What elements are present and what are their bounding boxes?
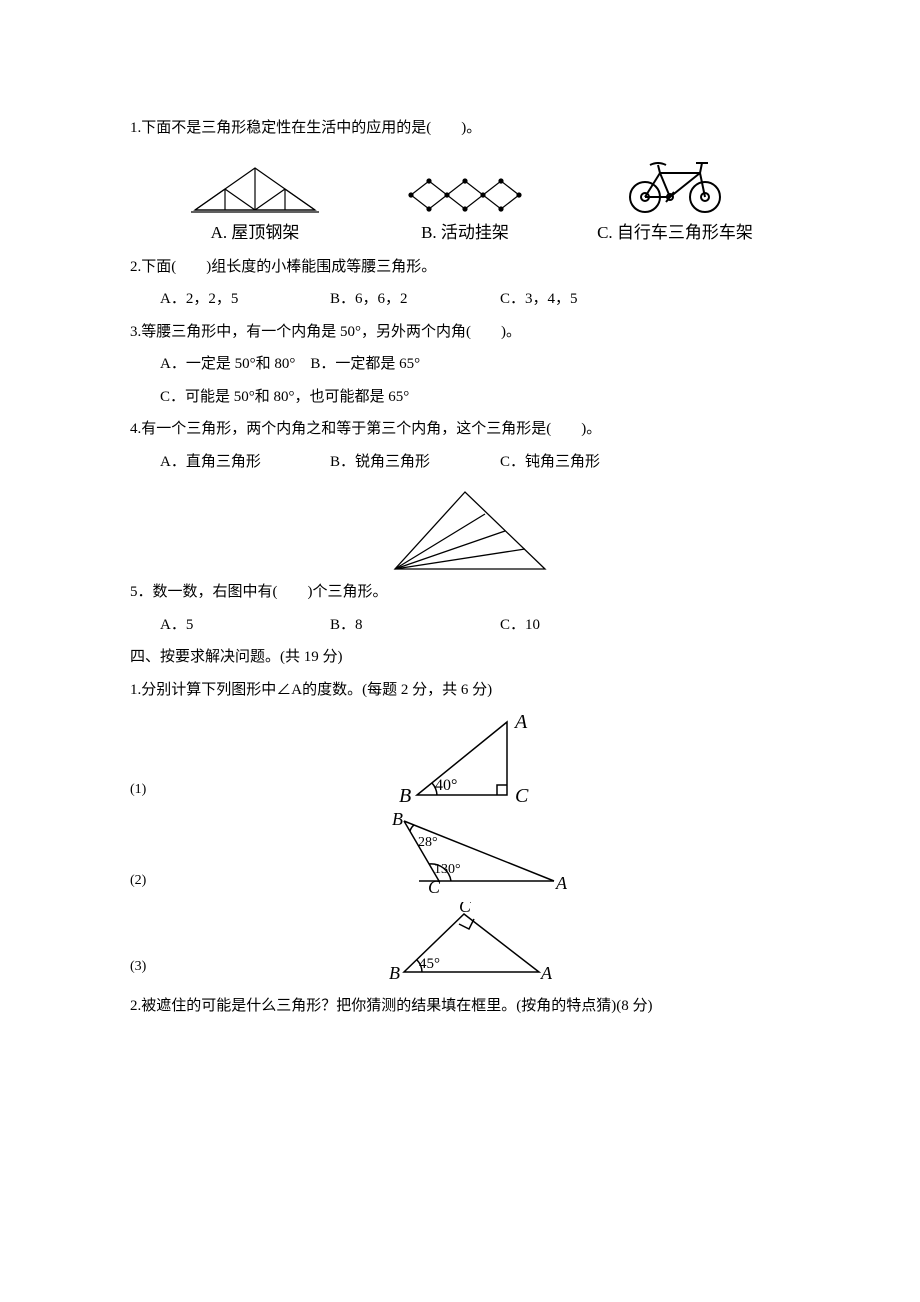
q4-options: A．直角三角形 B．锐角三角形 C．钝角三角形 (130, 448, 800, 477)
fig2-angle2: 130° (434, 862, 461, 877)
bicycle-icon (620, 155, 730, 215)
q5-options: A．5 B．8 C．10 (130, 611, 800, 640)
fig3-label-C: C (459, 902, 472, 916)
page-content: 1.下面不是三角形稳定性在生活中的应用的是( )。 (0, 0, 920, 1085)
exterior-angle-triangle-icon: B C A 28° 130° (374, 811, 574, 896)
q4-text: 4.有一个三角形，两个内角之和等于第三个内角，这个三角形是( )。 (130, 415, 800, 444)
sec4-fig1: (1) A B C 40° (130, 710, 800, 805)
fig1-angle: 40° (435, 777, 457, 794)
roof-truss-icon (185, 160, 325, 215)
q5-figure (140, 484, 800, 574)
q3-line2: C．可能是 50°和 80°，也可能都是 65° (130, 383, 800, 412)
q5-opt-a: A．5 (160, 611, 330, 640)
fig1-label-C: C (515, 785, 529, 805)
q1-caption-b: B. 活动挂架 (360, 217, 570, 249)
q1-images-row (130, 155, 800, 215)
q4-opt-a: A．直角三角形 (160, 448, 330, 477)
q1-caption-a: A. 屋顶钢架 (150, 217, 360, 249)
fig2-label-C: C (428, 877, 441, 896)
sec4-fig3: (3) C B A 45° (130, 902, 800, 982)
q5-opt-b: B．8 (330, 611, 500, 640)
sub-label-3: (3) (130, 954, 148, 983)
q1-captions: A. 屋顶钢架 B. 活动挂架 C. 自行车三角形车架 (130, 217, 800, 249)
sec4-fig2: (2) B C A 28° 130° (130, 811, 800, 896)
fig2-angle1: 28° (418, 835, 438, 850)
q3-text: 3.等腰三角形中，有一个内角是 50°，另外两个内角( )。 (130, 318, 800, 347)
q2-options: A．2，2，5 B．6，6，2 C．3，4，5 (130, 285, 800, 314)
fig1-label-A: A (513, 711, 528, 733)
q2-opt-b: B．6，6，2 (330, 285, 500, 314)
sec4-q2: 2.被遮住的可能是什么三角形？把你猜测的结果填在框里。(按角的特点猜)(8 分) (130, 992, 800, 1021)
q1-image-c (570, 155, 780, 215)
q2-opt-a: A．2，2，5 (160, 285, 330, 314)
fig1-label-B: B (399, 785, 411, 805)
fig2-label-A: A (555, 873, 568, 893)
q1-text: 1.下面不是三角形稳定性在生活中的应用的是( )。 (130, 114, 800, 143)
sub-label-2: (2) (130, 868, 148, 897)
q3-line1: A．一定是 50°和 80° B．一定都是 65° (130, 350, 800, 379)
fig3-label-A: A (540, 963, 553, 982)
right-triangle-40-icon: A B C 40° (397, 710, 552, 805)
q5-text: 5．数一数，右图中有( )个三角形。 (130, 578, 800, 607)
q1-caption-c: C. 自行车三角形车架 (570, 217, 780, 249)
sub-label-1: (1) (130, 777, 148, 806)
q5-opt-c: C．10 (500, 611, 670, 640)
section4-title: 四、按要求解决问题。(共 19 分) (130, 643, 800, 672)
q4-opt-c: C．钝角三角形 (500, 448, 670, 477)
q1-image-a (150, 160, 360, 215)
q2-text: 2.下面( )组长度的小棒能围成等腰三角形。 (130, 253, 800, 282)
sec4-q1: 1.分别计算下列图形中∠A的度数。(每题 2 分，共 6 分) (130, 676, 800, 705)
fig3-angle: 45° (419, 956, 440, 972)
folding-rack-icon (405, 175, 525, 215)
right-triangle-45-icon: C B A 45° (389, 902, 559, 982)
fig2-label-B: B (392, 811, 403, 829)
q1-image-b (360, 175, 570, 215)
fig3-label-B: B (389, 963, 400, 982)
q2-opt-c: C．3，4，5 (500, 285, 670, 314)
fan-triangle-icon (385, 484, 555, 574)
q4-opt-b: B．锐角三角形 (330, 448, 500, 477)
